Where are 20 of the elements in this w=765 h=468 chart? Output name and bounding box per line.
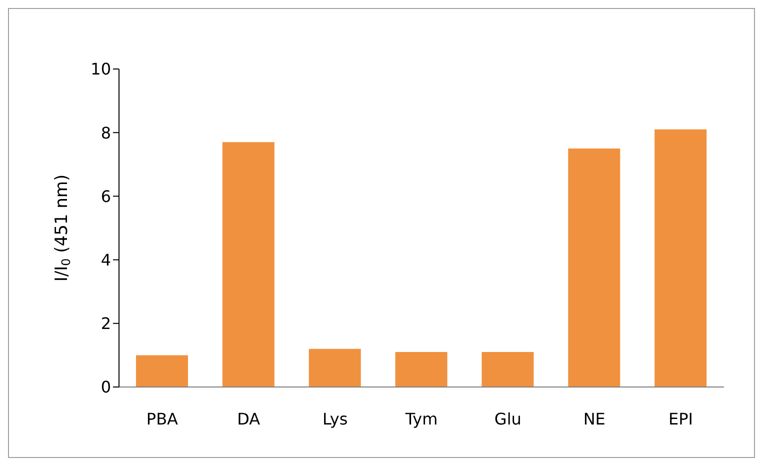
y-tick-label: 6 [100, 186, 111, 206]
x-tick-label: DA [237, 409, 260, 428]
bar [395, 352, 448, 387]
bar [222, 142, 274, 387]
y-tick-label: 8 [100, 123, 111, 142]
y-tick-label: 0 [100, 378, 111, 397]
x-tick-label: Glu [494, 409, 522, 428]
y-tick-label: 10 [90, 60, 111, 79]
x-tick-label: PBA [146, 409, 178, 428]
x-tick-label: NE [583, 409, 606, 428]
bar [308, 348, 361, 387]
bar [482, 352, 534, 387]
y-tick-label: 4 [100, 250, 111, 270]
x-tick-label: Lys [322, 409, 348, 428]
x-tick-label: Tym [404, 409, 438, 428]
bar [654, 129, 707, 387]
x-tick-label: EPI [668, 409, 694, 428]
bar [568, 148, 620, 387]
y-tick-label: 2 [100, 314, 111, 334]
bar [136, 355, 188, 387]
